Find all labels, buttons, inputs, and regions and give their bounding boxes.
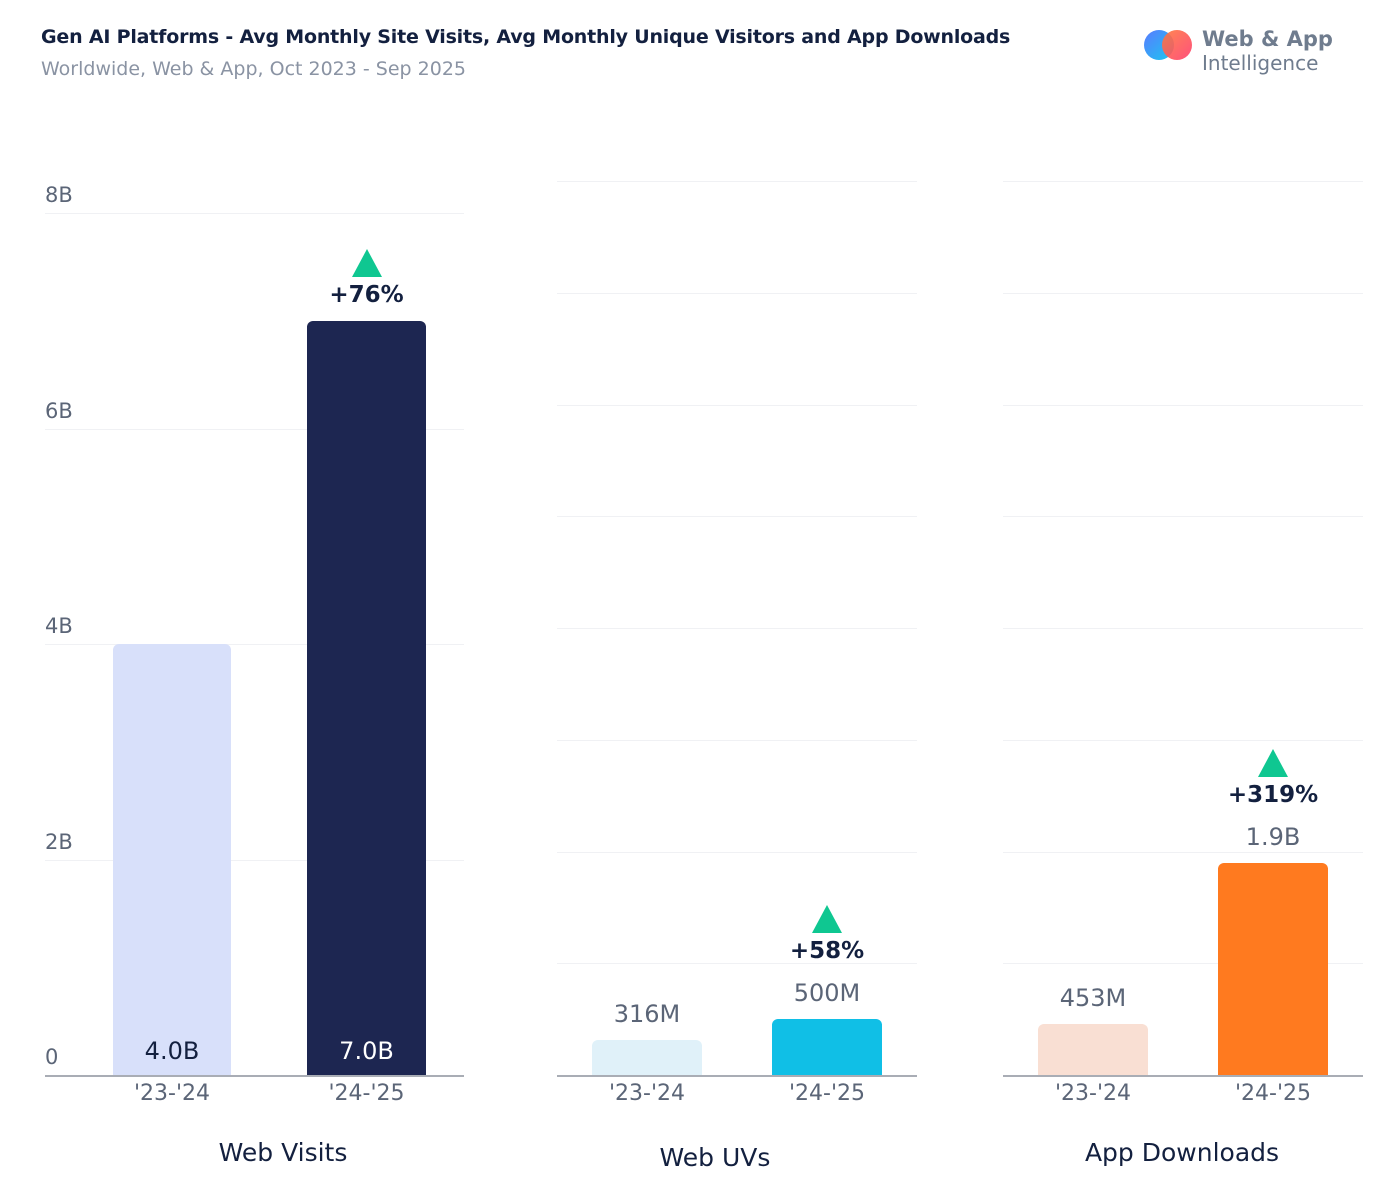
y-tick-label: 4B	[45, 614, 73, 638]
bar-value-label: 1.9B	[1245, 822, 1301, 851]
gridline	[557, 851, 917, 853]
y-tick-label: 8B	[45, 183, 73, 207]
bar-value-label: 7.0B	[339, 1037, 394, 1065]
chart-subtitle: Worldwide, Web & App, Oct 2023 - Sep 202…	[41, 58, 466, 80]
bar-value-label: 316M	[613, 999, 681, 1028]
gridline	[557, 739, 917, 741]
x-tick-label: '23-'24	[608, 1081, 686, 1106]
gridline	[1003, 292, 1363, 294]
change-label: +319%	[1227, 781, 1319, 808]
gridline	[45, 859, 464, 861]
x-tick-label: '24-'25	[788, 1081, 866, 1106]
bar	[307, 320, 426, 1075]
increase-arrow-icon	[351, 248, 382, 277]
panel-title: Web Visits	[218, 1138, 348, 1167]
y-tick-label: 6B	[45, 398, 73, 423]
gridline	[45, 644, 464, 645]
gridline	[45, 213, 464, 214]
gridline	[557, 181, 917, 182]
x-axis-baseline	[557, 1075, 917, 1077]
gridline	[45, 428, 464, 430]
bar-value-label: 453M	[1059, 984, 1127, 1013]
x-tick-label: '24-'25	[1234, 1081, 1312, 1106]
brand-logo: Web & App Intelligence	[1144, 27, 1344, 77]
gridline	[1003, 851, 1363, 853]
gridline	[557, 292, 917, 294]
chart-title: Gen AI Platforms - Avg Monthly Site Visi…	[41, 26, 1011, 48]
y-tick-label: 2B	[45, 829, 73, 854]
logo-line2: Intelligence	[1202, 51, 1319, 75]
gridline	[1003, 404, 1363, 406]
gridline	[557, 516, 917, 518]
logo-line1: Web & App	[1202, 27, 1333, 51]
bar-value-label: 4.0B	[144, 1037, 200, 1065]
bar	[1218, 862, 1328, 1075]
gridline	[557, 404, 917, 406]
increase-arrow-icon	[812, 905, 842, 934]
x-tick-label: '23-'24	[133, 1081, 211, 1106]
increase-arrow-icon	[1258, 748, 1288, 777]
gridline	[557, 628, 917, 629]
bar	[1038, 1024, 1148, 1075]
change-label: +58%	[789, 938, 865, 965]
change-label: +76%	[329, 281, 404, 308]
x-tick-label: '24-'25	[328, 1081, 405, 1106]
gridline	[557, 963, 917, 965]
panel-title: Web UVs	[659, 1143, 771, 1172]
bar	[772, 1019, 882, 1075]
x-axis-baseline	[1003, 1075, 1363, 1077]
bar	[113, 644, 231, 1075]
gridline	[1003, 181, 1363, 182]
x-tick-label: '23-'24	[1054, 1081, 1132, 1106]
y-tick-label: 0	[45, 1045, 59, 1069]
bar	[592, 1039, 702, 1075]
panel-title: App Downloads	[1084, 1138, 1280, 1167]
app-logo-icon	[1162, 30, 1192, 60]
x-axis-baseline	[45, 1075, 464, 1077]
bar-value-label: 500M	[793, 979, 861, 1008]
gridline	[1003, 516, 1363, 518]
gridline	[1003, 739, 1363, 741]
gridline	[1003, 628, 1363, 629]
gridline	[1003, 963, 1363, 965]
